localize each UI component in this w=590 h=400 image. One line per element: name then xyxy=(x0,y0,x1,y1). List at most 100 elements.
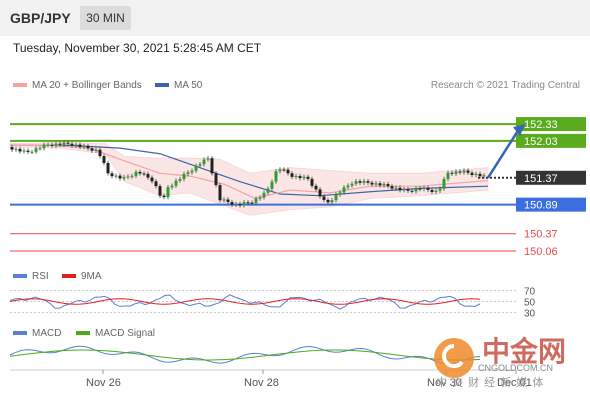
candle-body xyxy=(106,163,110,174)
candle-body xyxy=(210,158,214,174)
candle-body xyxy=(58,143,62,145)
candle-body xyxy=(410,190,414,192)
candle-body xyxy=(70,143,74,146)
candle-body xyxy=(406,189,410,191)
candle-body xyxy=(98,149,102,157)
x-tick-label: Dec 01 xyxy=(497,377,532,389)
candle-body xyxy=(474,173,478,175)
candle-body xyxy=(170,185,174,188)
level-value: 150.89 xyxy=(524,200,558,212)
candle-body xyxy=(258,197,262,199)
candle-body xyxy=(338,192,342,195)
x-tick-label: Nov 30 xyxy=(427,377,462,389)
candle-body xyxy=(434,190,438,192)
candle-body xyxy=(430,189,434,192)
level-value: 152.33 xyxy=(524,119,558,131)
candle-body xyxy=(390,186,394,189)
candle-body xyxy=(358,181,362,183)
level-value: 150.37 xyxy=(524,229,558,241)
candle-body xyxy=(426,187,430,190)
candle-body xyxy=(138,171,142,174)
candle-body xyxy=(94,149,98,151)
candle-body xyxy=(278,169,282,172)
candle-body xyxy=(470,172,474,175)
candle-body xyxy=(378,183,382,186)
candle-body xyxy=(118,175,122,179)
candle-body xyxy=(26,150,30,152)
level-box xyxy=(516,133,586,148)
rsi-swatch xyxy=(13,274,27,279)
candle-body xyxy=(382,184,386,186)
research-credit: Research © 2021 Trading Central xyxy=(430,80,580,91)
rsi-ma-swatch xyxy=(62,274,76,279)
rsi-tick-label: 70 xyxy=(524,287,536,298)
candle-body xyxy=(310,178,314,186)
candle-body xyxy=(294,175,298,177)
candle-body xyxy=(234,203,238,205)
watermark-sub: 中 文 财 经 新 媒 体 xyxy=(436,377,545,389)
candle-body xyxy=(162,195,166,198)
candle-body xyxy=(122,177,126,179)
candle-body xyxy=(142,173,146,175)
candle-body xyxy=(10,147,14,150)
candle-body xyxy=(422,187,426,190)
candle-body xyxy=(242,202,246,206)
watermark: 中金网 CNGOLDCOM.CN 中 文 财 经 新 媒 体 xyxy=(432,330,582,390)
legend-ma50: MA 50 xyxy=(155,80,202,91)
watermark-logo xyxy=(434,338,474,378)
candle-body xyxy=(30,151,34,153)
candle-body xyxy=(482,175,486,177)
candle-body xyxy=(394,187,398,189)
watermark-url: CNGOLDCOM.CN xyxy=(478,363,554,373)
candle-body xyxy=(362,181,366,183)
candle-body xyxy=(366,181,370,183)
candle-body xyxy=(194,165,198,171)
macd-signal-swatch xyxy=(76,331,90,336)
candle-body xyxy=(478,173,482,177)
candle-body xyxy=(18,148,22,152)
candle-body xyxy=(186,172,190,175)
candle-body xyxy=(290,173,294,177)
candle-body xyxy=(314,185,318,190)
candle-body xyxy=(74,144,78,146)
rsi-tick-label: 30 xyxy=(524,309,536,320)
forecast-arrowhead xyxy=(513,124,525,137)
level-value: 151.37 xyxy=(524,173,558,185)
legend-ma20-label: MA 20 + Bollinger Bands xyxy=(32,80,142,91)
timeframe-badge[interactable]: 30 MIN xyxy=(80,6,131,30)
candle-body xyxy=(202,159,206,165)
candle-body xyxy=(318,189,322,197)
candle-body xyxy=(266,188,270,193)
level-box xyxy=(516,170,586,185)
candle-body xyxy=(78,144,82,147)
legend-rsi-ma-label: 9MA xyxy=(81,271,102,282)
legend-macd-label: MACD xyxy=(32,328,62,339)
candle-body xyxy=(450,172,454,174)
legend-macd-signal: MACD Signal xyxy=(76,328,155,339)
x-tick-label: Nov 26 xyxy=(86,377,121,389)
watermark-brand: 中金网 xyxy=(482,336,567,367)
candle-body xyxy=(286,169,290,174)
candle-body xyxy=(146,173,150,178)
candle-body xyxy=(262,192,266,198)
candle-body xyxy=(50,144,54,146)
candle-body xyxy=(226,199,230,203)
candle-body xyxy=(22,150,26,152)
candle-body xyxy=(346,185,350,188)
candle-body xyxy=(178,179,182,181)
level-box xyxy=(516,117,586,132)
candle-body xyxy=(246,202,250,204)
candle-body xyxy=(34,148,38,152)
candle-body xyxy=(418,188,422,190)
candle-body xyxy=(282,169,286,171)
legend-rsi: RSI xyxy=(13,271,49,282)
instrument-title: GBP/JPY xyxy=(10,10,71,26)
legend-macd: MACD xyxy=(13,328,61,339)
candle-body xyxy=(402,189,406,191)
candle-body xyxy=(462,170,466,173)
candle-body xyxy=(342,187,346,193)
candle-body xyxy=(306,176,310,179)
rsi-tick-label: 50 xyxy=(524,298,536,309)
candle-body xyxy=(438,188,442,191)
